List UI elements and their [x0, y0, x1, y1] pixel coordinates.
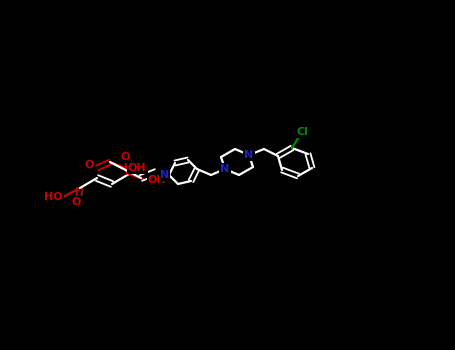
Text: O: O [71, 197, 81, 207]
Text: Cl: Cl [296, 127, 308, 137]
Text: N: N [244, 150, 253, 160]
Text: HO: HO [45, 192, 63, 202]
Text: OH: OH [148, 175, 167, 185]
Text: O: O [120, 152, 130, 162]
Text: N: N [220, 164, 230, 174]
Text: N: N [160, 170, 169, 180]
Text: OH: OH [128, 163, 147, 173]
Text: O: O [85, 160, 94, 170]
